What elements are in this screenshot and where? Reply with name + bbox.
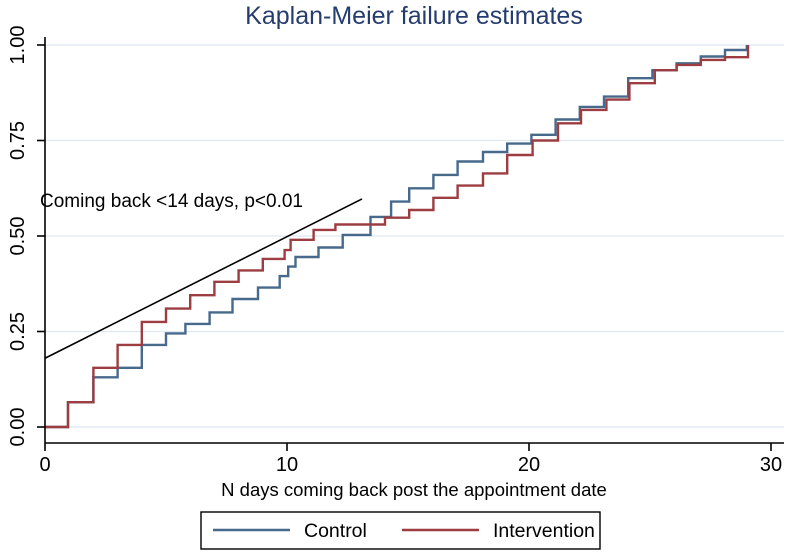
annotation-line <box>44 198 363 359</box>
y-tick-label: 0.25 <box>7 312 29 351</box>
x-tick-label: 0 <box>39 454 50 476</box>
x-axis-label: N days coming back post the appointment … <box>221 479 607 500</box>
legend: Control Intervention <box>200 511 601 550</box>
y-tick-label: 0.50 <box>7 217 29 256</box>
y-tick-label: 0.00 <box>7 408 29 447</box>
x-tick-label: 20 <box>518 454 540 476</box>
km-curves <box>45 45 750 429</box>
y-tick-label: 1.00 <box>7 26 29 65</box>
chart-title: Kaplan-Meier failure estimates <box>245 2 583 30</box>
legend-label-control: Control <box>304 520 367 542</box>
gridlines <box>45 44 784 428</box>
annotation-text: Coming back <14 days, p<0.01 <box>40 191 303 212</box>
km-curve-intervention <box>45 45 750 429</box>
legend-box <box>200 511 601 550</box>
x-tick-label: 10 <box>276 454 298 476</box>
legend-label-intervention: Intervention <box>493 520 595 542</box>
y-tick-label: 0.75 <box>7 121 29 160</box>
axis-ticks: 0 10 20 30 0.00 0.25 0.50 0.75 1.00 <box>7 26 782 476</box>
x-tick-label: 30 <box>760 454 782 476</box>
